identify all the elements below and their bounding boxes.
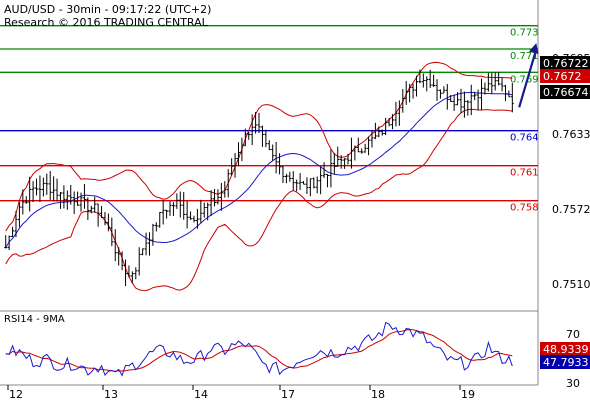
price-tag-box <box>540 56 590 70</box>
rsi-tag-box <box>540 355 590 369</box>
x-tick-label: 19 <box>461 388 475 400</box>
rsi-tag-label: 47.7933 <box>543 356 589 369</box>
price-tag-label: 0.76674 <box>543 86 589 99</box>
projection <box>518 43 539 108</box>
level-lines: 0.773 0.771 0.769 0.764 0.761 0.758 <box>0 25 539 214</box>
level-label: 0.769 <box>510 74 539 85</box>
x-tick-label: 12 <box>9 388 23 400</box>
chart-title: AUD/USD - 30min - 09:17:22 (UTC+2) <box>4 3 211 16</box>
y-tick-label: 0.7510 <box>552 278 590 291</box>
bollinger-upper <box>5 61 513 232</box>
chart-subtitle: Research © 2016 TRADING CENTRAL <box>4 16 209 29</box>
rsi-tick-label: 70 <box>566 328 580 341</box>
x-tick-label: 13 <box>104 388 118 400</box>
y-tick-label: 0.7572 <box>552 203 590 216</box>
x-tick-label: 17 <box>281 388 295 400</box>
bollinger-lower <box>5 108 513 292</box>
level-label: 0.771 <box>510 51 539 62</box>
x-tick-label: 18 <box>371 388 385 400</box>
projection-arrow-shaft <box>518 48 538 108</box>
rsi-tag-label: 48.9339 <box>543 343 589 356</box>
price-tag-box <box>540 69 590 83</box>
rsi-tick-label: 30 <box>566 377 580 390</box>
axes: 0.76950.76330.75720.75107030121314171819… <box>0 52 590 401</box>
y-tick-label: 0.7633 <box>552 128 590 141</box>
price-tag-label: 0.7672 <box>543 70 582 83</box>
level-label: 0.758 <box>510 203 539 214</box>
rsi-tag-box <box>540 342 590 356</box>
rsi-panel <box>5 321 513 377</box>
moving-average <box>5 91 513 248</box>
grid <box>0 0 539 385</box>
rsi-line <box>5 321 513 377</box>
x-tick-label: 14 <box>194 388 208 400</box>
price-tag-label: 0.76722 <box>543 57 589 70</box>
price-bars <box>4 69 514 286</box>
price-tag-box <box>540 85 590 99</box>
rsi-label: RSI14 - 9MA <box>4 314 65 325</box>
level-label: 0.764 <box>510 133 539 144</box>
bollinger-bands <box>5 61 513 292</box>
level-label: 0.773 <box>510 28 539 39</box>
level-label: 0.761 <box>510 168 539 179</box>
projection-arrow-head <box>528 43 539 55</box>
rsi-ma-line <box>5 329 513 372</box>
